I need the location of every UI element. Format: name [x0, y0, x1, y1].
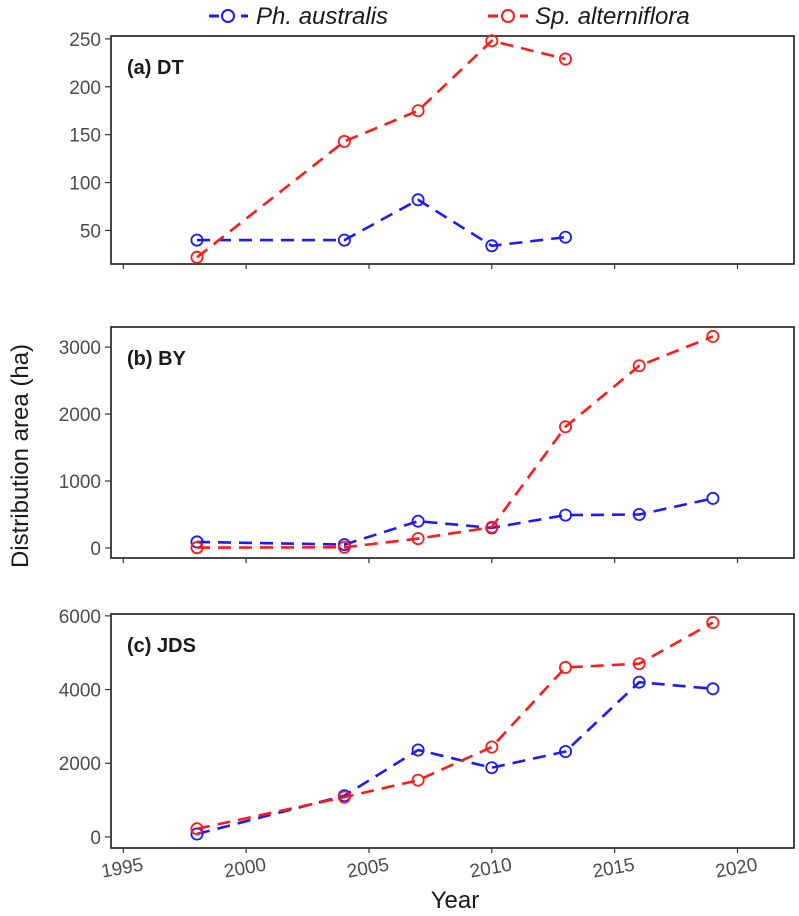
y-tick-label-b-by: 3000: [59, 338, 101, 359]
series-line-sp-alterniflora-c-jds: [196, 621, 714, 831]
legend-label-sp-alterniflora: Sp. alterniflora: [535, 3, 690, 30]
data-point-sp-alterniflora-b-by: [337, 540, 351, 554]
data-point-sp-alterniflora-b-by: [485, 520, 499, 534]
data-point-ph-australis-a-dt: [337, 233, 351, 247]
data-point-sp-alterniflora-c-jds: [632, 657, 646, 671]
data-point-ph-australis-a-dt: [559, 230, 573, 244]
panel-label-c-jds: (c) JDS: [127, 635, 196, 657]
data-point-sp-alterniflora-c-jds: [190, 822, 204, 836]
y-tick-label-c-jds: 0: [90, 828, 101, 849]
legend-label-ph-australis: Ph. australis: [256, 3, 388, 30]
panel-frame-b-by: [110, 326, 795, 559]
data-point-ph-australis-b-by: [706, 491, 720, 505]
y-tick-label-a-dt: 100: [69, 174, 101, 195]
y-tick-label-a-dt: 200: [69, 78, 101, 99]
y-tick-label-a-dt: 50: [80, 221, 101, 242]
legend-marker-sp-alterniflora: [501, 9, 515, 23]
series-line-sp-alterniflora-a-dt: [196, 39, 566, 259]
x-tick-label: 2010: [468, 855, 513, 883]
y-tick-label-c-jds: 2000: [59, 754, 101, 775]
x-tick-label: 2020: [714, 855, 759, 883]
data-point-ph-australis-c-jds: [706, 682, 720, 696]
data-point-sp-alterniflora-c-jds: [411, 773, 425, 787]
panel-c-jds: 0 2000 4000 6000 (c) JDS: [59, 607, 795, 853]
y-tick-label-b-by: 0: [90, 539, 101, 560]
data-point-sp-alterniflora-b-by: [190, 541, 204, 555]
panel-a-dt: 50 100 150 200 250 (a) DT: [69, 30, 795, 269]
legend-item-ph-australis: Ph. australis: [209, 3, 388, 30]
legend: Ph. australis Sp. alterniflora: [209, 3, 690, 30]
series-line-ph-australis-b-by: [196, 497, 714, 546]
data-point-sp-alterniflora-a-dt: [337, 134, 351, 148]
panel-label-b-by: (b) BY: [127, 348, 187, 370]
x-tick-label: 2005: [345, 855, 390, 883]
data-point-sp-alterniflora-a-dt: [485, 34, 499, 48]
y-tick-label-a-dt: 250: [69, 30, 101, 51]
data-point-sp-alterniflora-b-by: [632, 359, 646, 373]
panel-frame-a-dt: [110, 35, 795, 265]
y-tick-label-c-jds: 4000: [59, 681, 101, 702]
y-tick-label-b-by: 2000: [59, 405, 101, 426]
y-axis-title: Distribution area (ha): [7, 344, 34, 568]
legend-marker-ph-australis: [221, 9, 235, 23]
series-line-ph-australis-c-jds: [196, 680, 714, 836]
panel-label-a-dt: (a) DT: [127, 57, 184, 79]
panel-b-by: 0 1000 2000 3000 (b) BY: [59, 326, 795, 563]
x-tick-label: 2000: [223, 855, 268, 883]
x-axis-title: Year: [431, 887, 480, 914]
data-point-sp-alterniflora-a-dt: [190, 250, 204, 264]
y-tick-label-b-by: 1000: [59, 472, 101, 493]
series-line-ph-australis-a-dt: [197, 198, 566, 248]
data-point-sp-alterniflora-c-jds: [559, 660, 573, 674]
x-axis: 1995 2000 2005 2010 2015 2020: [100, 855, 759, 883]
data-point-ph-australis-c-jds: [559, 745, 573, 759]
data-point-sp-alterniflora-c-jds: [337, 790, 351, 804]
data-point-ph-australis-b-by: [559, 508, 573, 522]
y-tick-label-a-dt: 150: [69, 126, 101, 147]
data-point-ph-australis-b-by: [411, 514, 425, 528]
data-point-ph-australis-a-dt: [190, 233, 204, 247]
data-point-sp-alterniflora-a-dt: [411, 104, 425, 118]
data-point-sp-alterniflora-b-by: [411, 532, 425, 546]
data-point-sp-alterniflora-c-jds: [706, 616, 720, 630]
data-point-ph-australis-c-jds: [632, 675, 646, 689]
legend-item-sp-alterniflora: Sp. alterniflora: [488, 3, 690, 30]
y-tick-label-c-jds: 6000: [59, 607, 101, 628]
data-point-ph-australis-b-by: [632, 507, 646, 521]
data-point-sp-alterniflora-b-by: [559, 420, 573, 434]
data-point-ph-australis-c-jds: [411, 743, 425, 757]
data-point-ph-australis-a-dt: [485, 239, 499, 253]
x-tick-label: 1995: [100, 855, 145, 883]
series-line-sp-alterniflora-b-by: [196, 335, 714, 549]
panel-frame-c-jds: [110, 613, 795, 849]
data-point-sp-alterniflora-a-dt: [559, 52, 573, 66]
data-point-ph-australis-a-dt: [411, 193, 425, 207]
data-point-sp-alterniflora-c-jds: [485, 740, 499, 754]
data-point-ph-australis-c-jds: [485, 761, 499, 775]
x-tick-label: 2015: [591, 855, 636, 883]
data-point-sp-alterniflora-b-by: [706, 329, 720, 343]
